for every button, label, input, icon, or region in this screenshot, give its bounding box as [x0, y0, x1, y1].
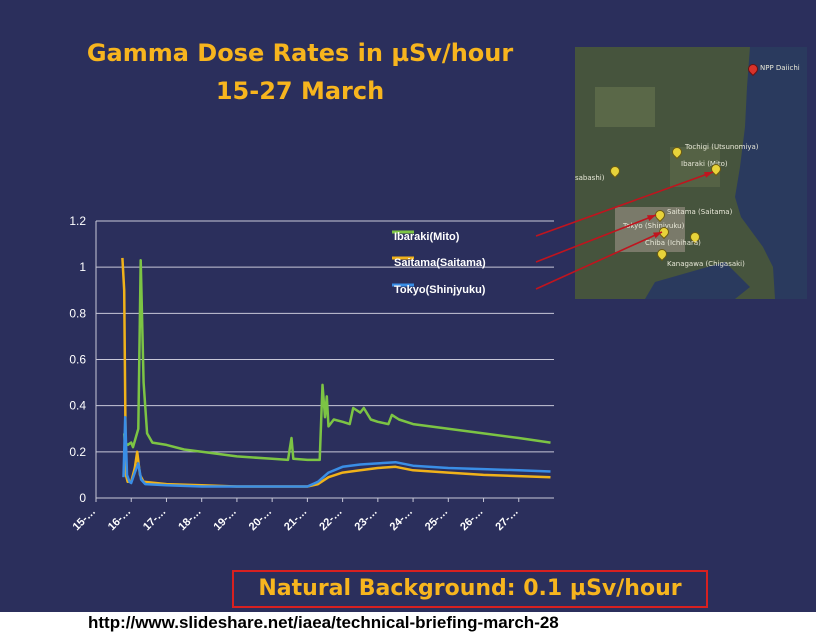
map-label-saitama: Saitama (Saitama) [667, 208, 733, 216]
arrowhead-icon [704, 171, 713, 178]
map-label-ibaraki: Ibaraki (Mito) [681, 160, 728, 168]
title-line-2: 15-27 March [215, 77, 385, 105]
slide-background: Gamma Dose Rates in µSv/hour 15-27 March… [0, 0, 816, 612]
map-label-chiba: Chiba (Ichihara) [645, 239, 701, 247]
y-tick-label: 0.8 [69, 306, 86, 320]
legend-label: Tokyo(Shinjyuku) [394, 284, 486, 296]
map-label-tochigi: Tochigi (Utsunomiya) [685, 143, 759, 151]
x-tick-label: 27-… [493, 506, 521, 534]
y-tick-label: 0.6 [69, 353, 86, 367]
arrowhead-icon [653, 232, 662, 239]
x-tick-label: 17-… [141, 506, 169, 534]
dose-rate-chart: 0 0.2 0.4 0.6 0.8 1 1.2 15-… 16-… 17-… 18-… 19-… 20-… [69, 171, 714, 534]
title-line-1: Gamma Dose Rates in µSv/hour [86, 39, 514, 67]
map-label-tokyo: Tokyo (Shinjyuku) [623, 222, 685, 230]
callout-arrow [535, 231, 663, 290]
y-tick-label: 0.2 [69, 445, 86, 459]
x-tick-label: 20-… [247, 506, 275, 534]
x-tick-label: 19-… [212, 506, 240, 534]
map-label-kanagawa: Kanagawa (Chigasaki) [667, 260, 745, 268]
map-label-sabashi: sabashi) [575, 174, 605, 182]
x-tick-label: 16-… [106, 506, 134, 534]
y-tick-label: 0.4 [69, 399, 86, 413]
arrowhead-icon [647, 215, 656, 221]
source-url: http://www.slideshare.net/iaea/technical… [88, 613, 559, 632]
x-tick-label: 15-… [71, 506, 99, 534]
callout-arrow [535, 214, 657, 263]
natural-background-callout: Natural Background: 0.1 µSv/hour [232, 570, 708, 608]
map-label-npp: NPP Daiichi [760, 64, 800, 72]
x-tick-label: 24-… [388, 506, 416, 534]
x-tick-label: 18-… [176, 506, 204, 534]
x-tick-label: 22-… [317, 506, 345, 534]
x-tick-label: 21-… [282, 506, 310, 534]
series-line [122, 415, 551, 488]
legend-label: Saitama(Saitama) [394, 257, 486, 269]
y-tick-label: 1.2 [69, 214, 86, 228]
map-terrain [575, 47, 807, 299]
x-tick-label: 26-… [458, 506, 486, 534]
y-tick-label: 1 [79, 260, 86, 274]
slide-title: Gamma Dose Rates in µSv/hour 15-27 March [40, 34, 560, 110]
callout-arrow [535, 171, 714, 237]
y-tick-label: 0 [79, 491, 86, 505]
series-line [122, 258, 551, 462]
x-tick-label: 23-… [352, 506, 380, 534]
x-tick-label: 25-… [423, 506, 451, 534]
legend-label: Ibaraki(Mito) [394, 231, 460, 243]
location-map: NPP Daiichi Tochigi (Utsunomiya) Ibaraki… [575, 47, 807, 299]
